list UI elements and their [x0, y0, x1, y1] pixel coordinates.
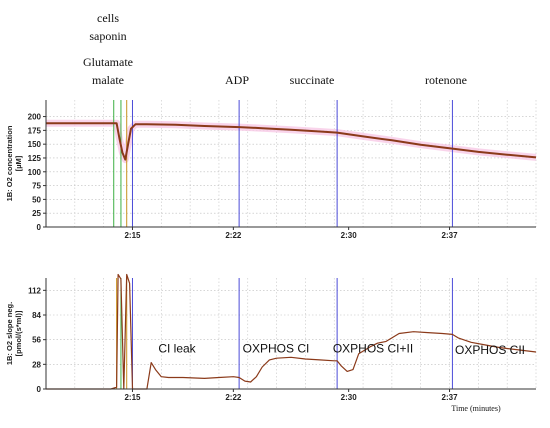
series-line	[46, 122, 537, 161]
y-axis-label: 1B: O2 concentration[µM]	[5, 125, 23, 201]
state-label: CI leak	[158, 341, 196, 355]
y-tick-label: 0	[37, 223, 42, 232]
x-tick-label: 2:22	[225, 393, 242, 402]
x-tick-label: 2:15	[124, 231, 141, 240]
plot-area	[46, 278, 536, 389]
y-tick-label: 150	[28, 140, 42, 149]
plot-area	[46, 100, 536, 227]
panel-1: 0 25 50 75 100 125 150 175 200 2:15 2:22 2:30 2:37 1B…	[5, 100, 537, 240]
state-label: OXPHOS CI+II	[333, 341, 413, 355]
x-axis-title: Time (minutes)	[451, 404, 501, 413]
x-tick-label: 2:22	[225, 231, 242, 240]
panel-2: 0 28 56 84 112 2:15 2:22 2:30 2:37 1B: O2 slope n…	[5, 273, 537, 413]
event-label: rotenone	[425, 73, 467, 87]
y-axis-label: 1B: O2 slope neg.[pmol/(s*ml)]	[5, 302, 23, 365]
state-label: OXPHOS CII	[455, 343, 525, 357]
series-line	[46, 273, 537, 390]
x-tick-label: 2:37	[442, 393, 459, 402]
y-tick-label: 28	[32, 360, 41, 369]
y-tick-label: 50	[32, 195, 41, 204]
event-label: saponin	[89, 29, 126, 43]
x-tick-label: 2:30	[341, 393, 358, 402]
y-tick-label: 200	[28, 113, 42, 122]
event-label: Glutamate	[83, 55, 133, 69]
y-tick-label: 0	[37, 385, 42, 394]
y-tick-label: 112	[28, 286, 41, 295]
event-label: ADP	[225, 73, 249, 87]
y-tick-label: 84	[32, 311, 41, 320]
y-tick-label: 125	[28, 154, 42, 163]
state-label: OXPHOS CI	[243, 341, 310, 355]
y-tick-label: 175	[28, 126, 42, 135]
x-tick-label: 2:15	[124, 393, 141, 402]
y-tick-label: 100	[28, 168, 42, 177]
event-label: cells	[97, 11, 119, 25]
y-tick-label: 25	[32, 209, 41, 218]
x-tick-label: 2:30	[341, 231, 358, 240]
event-label: succinate	[290, 73, 335, 87]
y-tick-label: 75	[32, 182, 41, 191]
event-label: malate	[92, 73, 124, 87]
x-tick-label: 2:37	[442, 231, 459, 240]
y-tick-label: 56	[32, 336, 41, 345]
